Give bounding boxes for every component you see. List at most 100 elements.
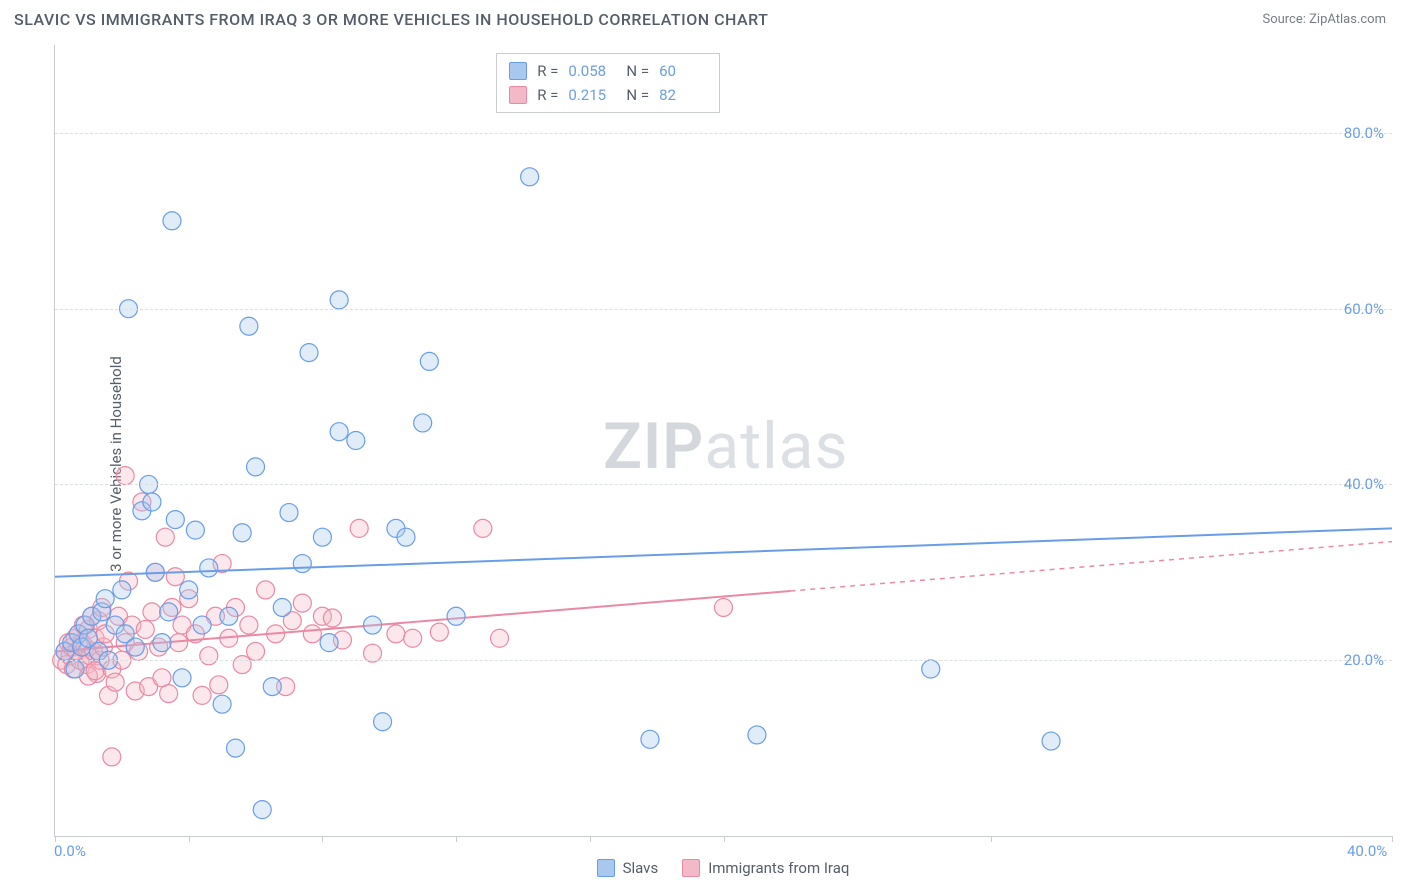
scatter-point <box>156 528 174 546</box>
scatter-point <box>293 555 311 573</box>
scatter-point <box>193 686 211 704</box>
scatter-point <box>166 568 184 586</box>
scatter-point <box>180 581 198 599</box>
scatter-point <box>491 629 509 647</box>
scatter-point <box>233 524 251 542</box>
x-tick <box>456 836 457 842</box>
scatter-point <box>143 603 161 621</box>
x-tick <box>724 836 725 842</box>
scatter-point <box>220 607 238 625</box>
x-tick <box>1392 836 1393 842</box>
scatter-point <box>347 432 365 450</box>
stats-R-label: R = <box>537 83 558 107</box>
stats-R-value: 0.215 <box>568 83 616 107</box>
legend-swatch-icon <box>682 859 700 877</box>
trend-line-dashed <box>790 542 1392 591</box>
scatter-point <box>213 695 231 713</box>
scatter-point <box>293 594 311 612</box>
x-tick <box>189 836 190 842</box>
scatter-point <box>387 625 405 643</box>
x-tick <box>991 836 992 842</box>
scatter-point <box>521 168 539 186</box>
scatter-point <box>136 620 154 638</box>
legend-swatch-icon <box>597 859 615 877</box>
scatter-point <box>200 559 218 577</box>
gridline <box>55 133 1392 134</box>
scatter-point <box>126 638 144 656</box>
stats-row: R = 0.058 N = 60 <box>509 59 707 83</box>
scatter-point <box>273 598 291 616</box>
stats-box: R = 0.058 N = 60 R = 0.215 N = 82 <box>496 53 720 113</box>
gridline <box>55 660 1392 661</box>
stats-R-label: R = <box>537 59 558 83</box>
scatter-point <box>715 598 733 616</box>
stats-N-value: 60 <box>659 59 707 83</box>
scatter-point <box>257 581 275 599</box>
y-tick-label: 20.0% <box>1344 651 1384 669</box>
scatter-point <box>263 678 281 696</box>
chart-header: SLAVIC VS IMMIGRANTS FROM IRAQ 3 OR MORE… <box>0 0 1406 34</box>
chart-source: Source: ZipAtlas.com <box>1262 12 1386 27</box>
chart-area: 3 or more Vehicles in Household ZIPatlas… <box>14 45 1392 882</box>
scatter-point <box>330 291 348 309</box>
plot-area: ZIPatlas 20.0%40.0%60.0%80.0%R =0.058N =… <box>54 45 1392 837</box>
scatter-point <box>323 609 341 627</box>
stats-N-value: 82 <box>659 83 707 107</box>
scatter-point <box>240 616 258 634</box>
scatter-point <box>300 344 318 362</box>
stats-N-label: N = <box>626 83 649 107</box>
scatter-point <box>430 623 448 641</box>
scatter-point <box>447 607 465 625</box>
stats-R-value: 0.058 <box>568 59 616 83</box>
scatter-point <box>922 660 940 678</box>
legend-label: Immigrants from Iraq <box>708 859 849 877</box>
scatter-point <box>420 352 438 370</box>
legend-label: Slavs <box>623 859 659 877</box>
scatter-point <box>397 528 415 546</box>
scatter-point <box>116 467 134 485</box>
y-tick-label: 80.0% <box>1344 124 1384 142</box>
x-tick <box>590 836 591 842</box>
scatter-point <box>247 458 265 476</box>
x-tick-label: 40.0% <box>1347 842 1387 860</box>
scatter-point <box>253 801 271 819</box>
scatter-point <box>193 616 211 634</box>
scatter-point <box>160 603 178 621</box>
scatter-point <box>160 685 178 703</box>
scatter-point <box>1042 732 1060 750</box>
legend-item-slavs: Slavs <box>597 859 659 877</box>
trend-line <box>55 528 1392 576</box>
scatter-point <box>330 423 348 441</box>
scatter-point <box>748 726 766 744</box>
stats-swatch-icon <box>509 62 527 80</box>
y-tick-label: 60.0% <box>1344 300 1384 318</box>
scatter-point <box>106 673 124 691</box>
scatter-point <box>240 317 258 335</box>
scatter-point <box>364 616 382 634</box>
scatter-point <box>163 212 181 230</box>
x-tick <box>322 836 323 842</box>
scatter-point <box>166 511 184 529</box>
gridline <box>55 484 1392 485</box>
scatter-point <box>404 629 422 647</box>
x-tick-label: 0.0% <box>54 842 86 860</box>
scatter-point <box>280 504 298 522</box>
scatter-point <box>233 656 251 674</box>
scatter-point <box>200 647 218 665</box>
scatter-point <box>186 521 204 539</box>
scatter-point <box>320 634 338 652</box>
scatter-point <box>414 414 432 432</box>
stats-row: R = 0.215 N = 82 <box>509 83 707 107</box>
stats-swatch-icon <box>509 86 527 104</box>
scatter-point <box>374 713 392 731</box>
scatter-point <box>226 739 244 757</box>
scatter-point <box>303 625 321 643</box>
scatter-point <box>103 748 121 766</box>
scatter-point <box>153 634 171 652</box>
scatter-point <box>641 730 659 748</box>
scatter-point <box>313 528 331 546</box>
stats-N-label: N = <box>626 59 649 83</box>
scatter-point <box>474 519 492 537</box>
scatter-point <box>210 676 228 694</box>
scatter-point <box>350 519 368 537</box>
